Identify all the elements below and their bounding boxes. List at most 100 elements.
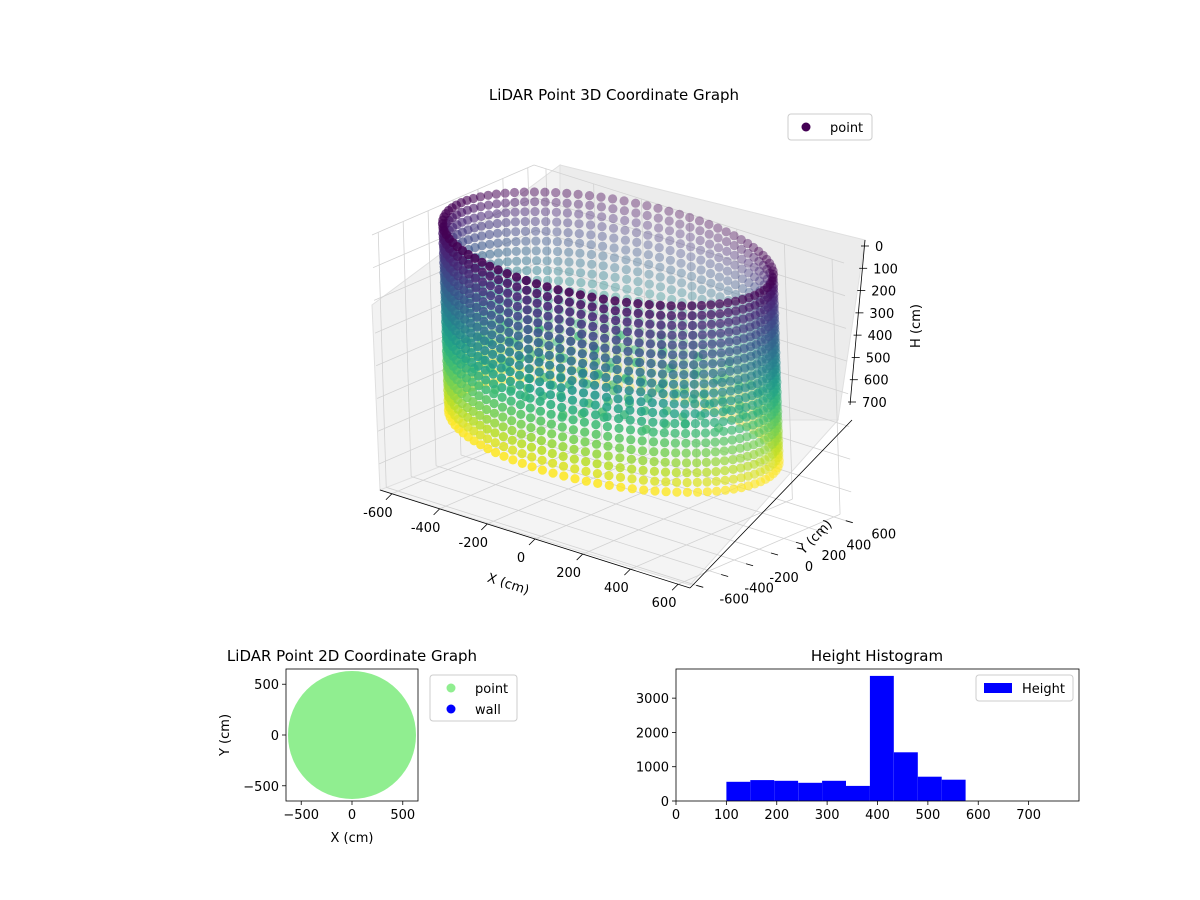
point-3d: [676, 248, 686, 259]
point-3d: [740, 363, 750, 373]
point-3d: [635, 357, 645, 368]
point-3d: [478, 297, 488, 307]
point-3d: [534, 367, 544, 377]
point-3d: [573, 199, 584, 209]
point-3d: [585, 220, 596, 230]
point-3d: [516, 429, 527, 439]
point-3d: [754, 266, 764, 276]
point-3d: [555, 343, 565, 354]
point-3d: [647, 378, 657, 388]
point-3d: [682, 487, 693, 497]
point-3d: [626, 454, 637, 464]
point-3d: [491, 447, 501, 458]
point-3d: [633, 286, 643, 296]
point-3d: [553, 276, 564, 286]
point-3d: [544, 331, 554, 341]
point-3d: [514, 341, 524, 351]
point-3d: [634, 338, 644, 348]
point-3d: [542, 266, 553, 276]
point-3d: [516, 419, 526, 429]
point-3d: [632, 247, 642, 257]
point-3d: [719, 426, 729, 436]
point-3d: [532, 265, 542, 276]
point-3d: [598, 251, 608, 261]
point-3d: [480, 346, 490, 356]
point-3d: [564, 297, 575, 307]
point-3d: [580, 447, 591, 457]
point-3d: [517, 449, 527, 459]
point-3d: [697, 285, 707, 295]
point-3d: [741, 412, 751, 422]
point-3d: [743, 471, 753, 481]
point-3d: [483, 200, 494, 210]
point-3d: [551, 207, 562, 217]
legend-hist: Height: [975, 674, 1074, 702]
point-3d: [706, 310, 716, 320]
x-tick-3d-label: -400: [411, 521, 441, 536]
x-tick-hist-label: 400: [865, 808, 890, 823]
point-3d: [728, 455, 738, 465]
point-3d: [765, 258, 775, 268]
point-3d: [507, 425, 517, 436]
point-3d: [664, 226, 675, 236]
point-3d: [739, 353, 750, 363]
point-3d: [575, 258, 585, 268]
point-3d: [576, 309, 586, 319]
point-3d: [464, 279, 474, 289]
point-3d: [692, 468, 702, 478]
point-3d: [736, 463, 746, 473]
point-3d: [750, 282, 760, 292]
point-3d: [677, 278, 687, 288]
point-3d: [627, 464, 637, 474]
point-3d: [499, 451, 509, 461]
point-3d: [726, 406, 736, 416]
point-3d: [725, 356, 735, 367]
point-3d: [625, 425, 636, 435]
point-3d: [736, 235, 746, 245]
point-3d: [482, 434, 493, 444]
z-tick-3d-label: 600: [864, 374, 889, 389]
point-3d: [592, 449, 602, 459]
point-3d: [522, 305, 532, 315]
point-3d: [496, 353, 506, 363]
point-3d: [738, 314, 748, 324]
y-ticks-hist: 0 1000 2000 3000: [636, 692, 676, 810]
point-3d: [647, 388, 657, 398]
point-3d: [536, 436, 547, 446]
point-3d: [587, 312, 598, 322]
point-3d: [553, 294, 563, 305]
point-3d: [668, 360, 678, 370]
point-3d: [737, 274, 748, 284]
point-3d: [644, 269, 654, 279]
y-tick-hist-label: 1000: [636, 761, 669, 776]
point-3d: [503, 308, 513, 318]
point-3d: [465, 308, 475, 318]
histogram-bar: [822, 780, 846, 801]
point-3d: [526, 413, 536, 423]
point-3d: [609, 243, 619, 253]
point-3d: [738, 284, 748, 294]
point-3d: [580, 437, 590, 447]
point-3d: [743, 258, 753, 268]
point-3d: [483, 444, 493, 454]
point-3d: [624, 376, 634, 386]
point-3d: [507, 445, 518, 455]
point-3d: [608, 194, 618, 204]
point-3d: [596, 202, 607, 212]
point-3d: [502, 257, 512, 267]
point-3d: [692, 458, 702, 468]
point-3d: [481, 395, 491, 405]
point-3d: [570, 464, 580, 474]
point-3d: [704, 219, 714, 229]
point-3d: [631, 198, 641, 208]
point-3d: [542, 246, 552, 256]
point-3d: [484, 220, 494, 230]
point-3d: [661, 477, 671, 487]
point-3d: [472, 332, 482, 342]
point-3d: [591, 420, 601, 430]
point-3d: [690, 419, 701, 429]
point-3d: [658, 398, 668, 408]
point-3d: [553, 266, 563, 276]
point-3d: [489, 389, 499, 399]
